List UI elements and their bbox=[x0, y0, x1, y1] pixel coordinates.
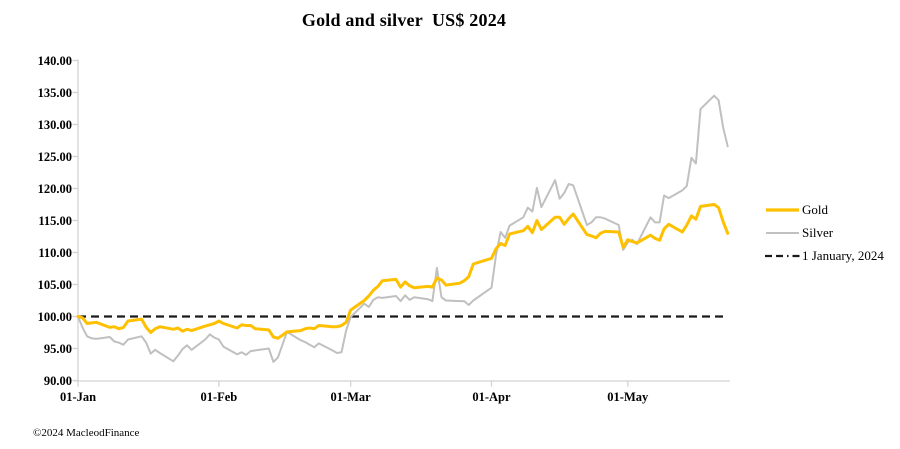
legend-label-silver: Silver bbox=[802, 224, 834, 240]
y-tick-label: 130.00 bbox=[37, 117, 72, 132]
copyright-note: ©2024 MacleodFinance bbox=[33, 427, 140, 439]
legend-label-baseline: 1 January, 2024 bbox=[802, 247, 884, 263]
y-tick-label: 105.00 bbox=[37, 277, 72, 292]
dashed-line-swatch bbox=[765, 254, 800, 257]
legend-item-gold: Gold bbox=[764, 198, 884, 221]
y-tick-label: 135.00 bbox=[37, 85, 72, 100]
y-tick-label: 90.00 bbox=[43, 373, 72, 388]
gold-series-line bbox=[76, 203, 730, 340]
x-tick-label: 01-Mar bbox=[330, 390, 371, 404]
y-tick-label: 95.00 bbox=[43, 341, 72, 356]
y-tick-label: 115.00 bbox=[38, 213, 72, 228]
x-tick-label: 01-May bbox=[607, 390, 649, 404]
legend-item-baseline: 1 January, 2024 bbox=[764, 244, 884, 267]
y-tick-label: 100.00 bbox=[37, 309, 72, 324]
gold-line-swatch bbox=[766, 207, 799, 212]
y-tick-label: 120.00 bbox=[37, 181, 72, 196]
chart-title: Gold and silver US$ 2024 bbox=[301, 10, 507, 30]
y-tick-label: 110.00 bbox=[38, 245, 72, 260]
silver-series-line bbox=[77, 94, 729, 363]
silver-line-swatch bbox=[766, 231, 799, 234]
legend-label-gold: Gold bbox=[802, 201, 828, 217]
y-tick-label: 125.00 bbox=[37, 149, 72, 164]
x-tick-label: 01-Feb bbox=[200, 390, 238, 404]
y-tick-label: 140.00 bbox=[37, 53, 72, 68]
x-tick-label: 01-Apr bbox=[472, 390, 511, 404]
legend-item-silver: Silver bbox=[764, 221, 884, 244]
legend: Gold Silver 1 January, 2024 bbox=[764, 198, 884, 267]
x-tick-label: 01-Jan bbox=[59, 390, 97, 404]
